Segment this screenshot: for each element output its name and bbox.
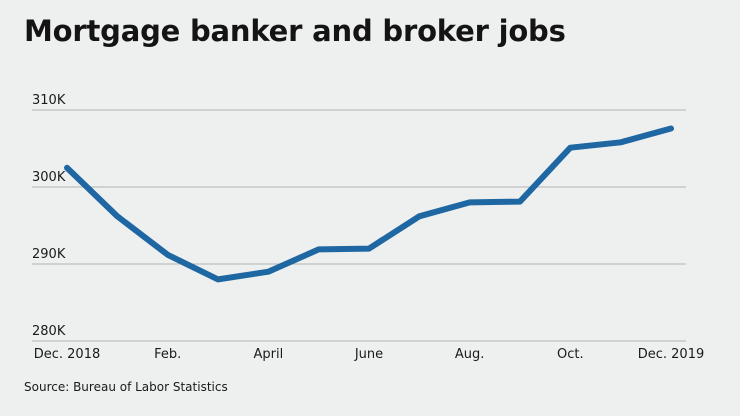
x-tick-label: April	[253, 347, 283, 362]
x-axis-ticks: Dec. 2018 Feb. April June Aug. Oct. Dec. 2019	[34, 347, 705, 362]
y-tick-label: 290K	[32, 247, 66, 262]
chart-title: Mortgage banker and broker jobs	[24, 14, 566, 48]
series-layer	[64, 125, 674, 283]
source-note: Source: Bureau of Labor Statistics	[24, 380, 228, 394]
x-tick-label: June	[354, 347, 383, 362]
y-tick-label: 310K	[32, 93, 66, 108]
grid-lines	[32, 109, 686, 342]
series-line	[64, 125, 674, 283]
y-tick-label: 280K	[32, 324, 66, 339]
x-tick-label: Dec. 2019	[638, 347, 705, 362]
y-axis-ticks: 280K 290K 300K 310K	[32, 93, 66, 339]
x-tick-label: Aug.	[455, 347, 485, 362]
x-tick-label: Feb.	[154, 347, 181, 362]
x-tick-label: Dec. 2018	[34, 347, 101, 362]
y-tick-label: 300K	[32, 170, 66, 185]
x-tick-label: Oct.	[557, 347, 584, 362]
